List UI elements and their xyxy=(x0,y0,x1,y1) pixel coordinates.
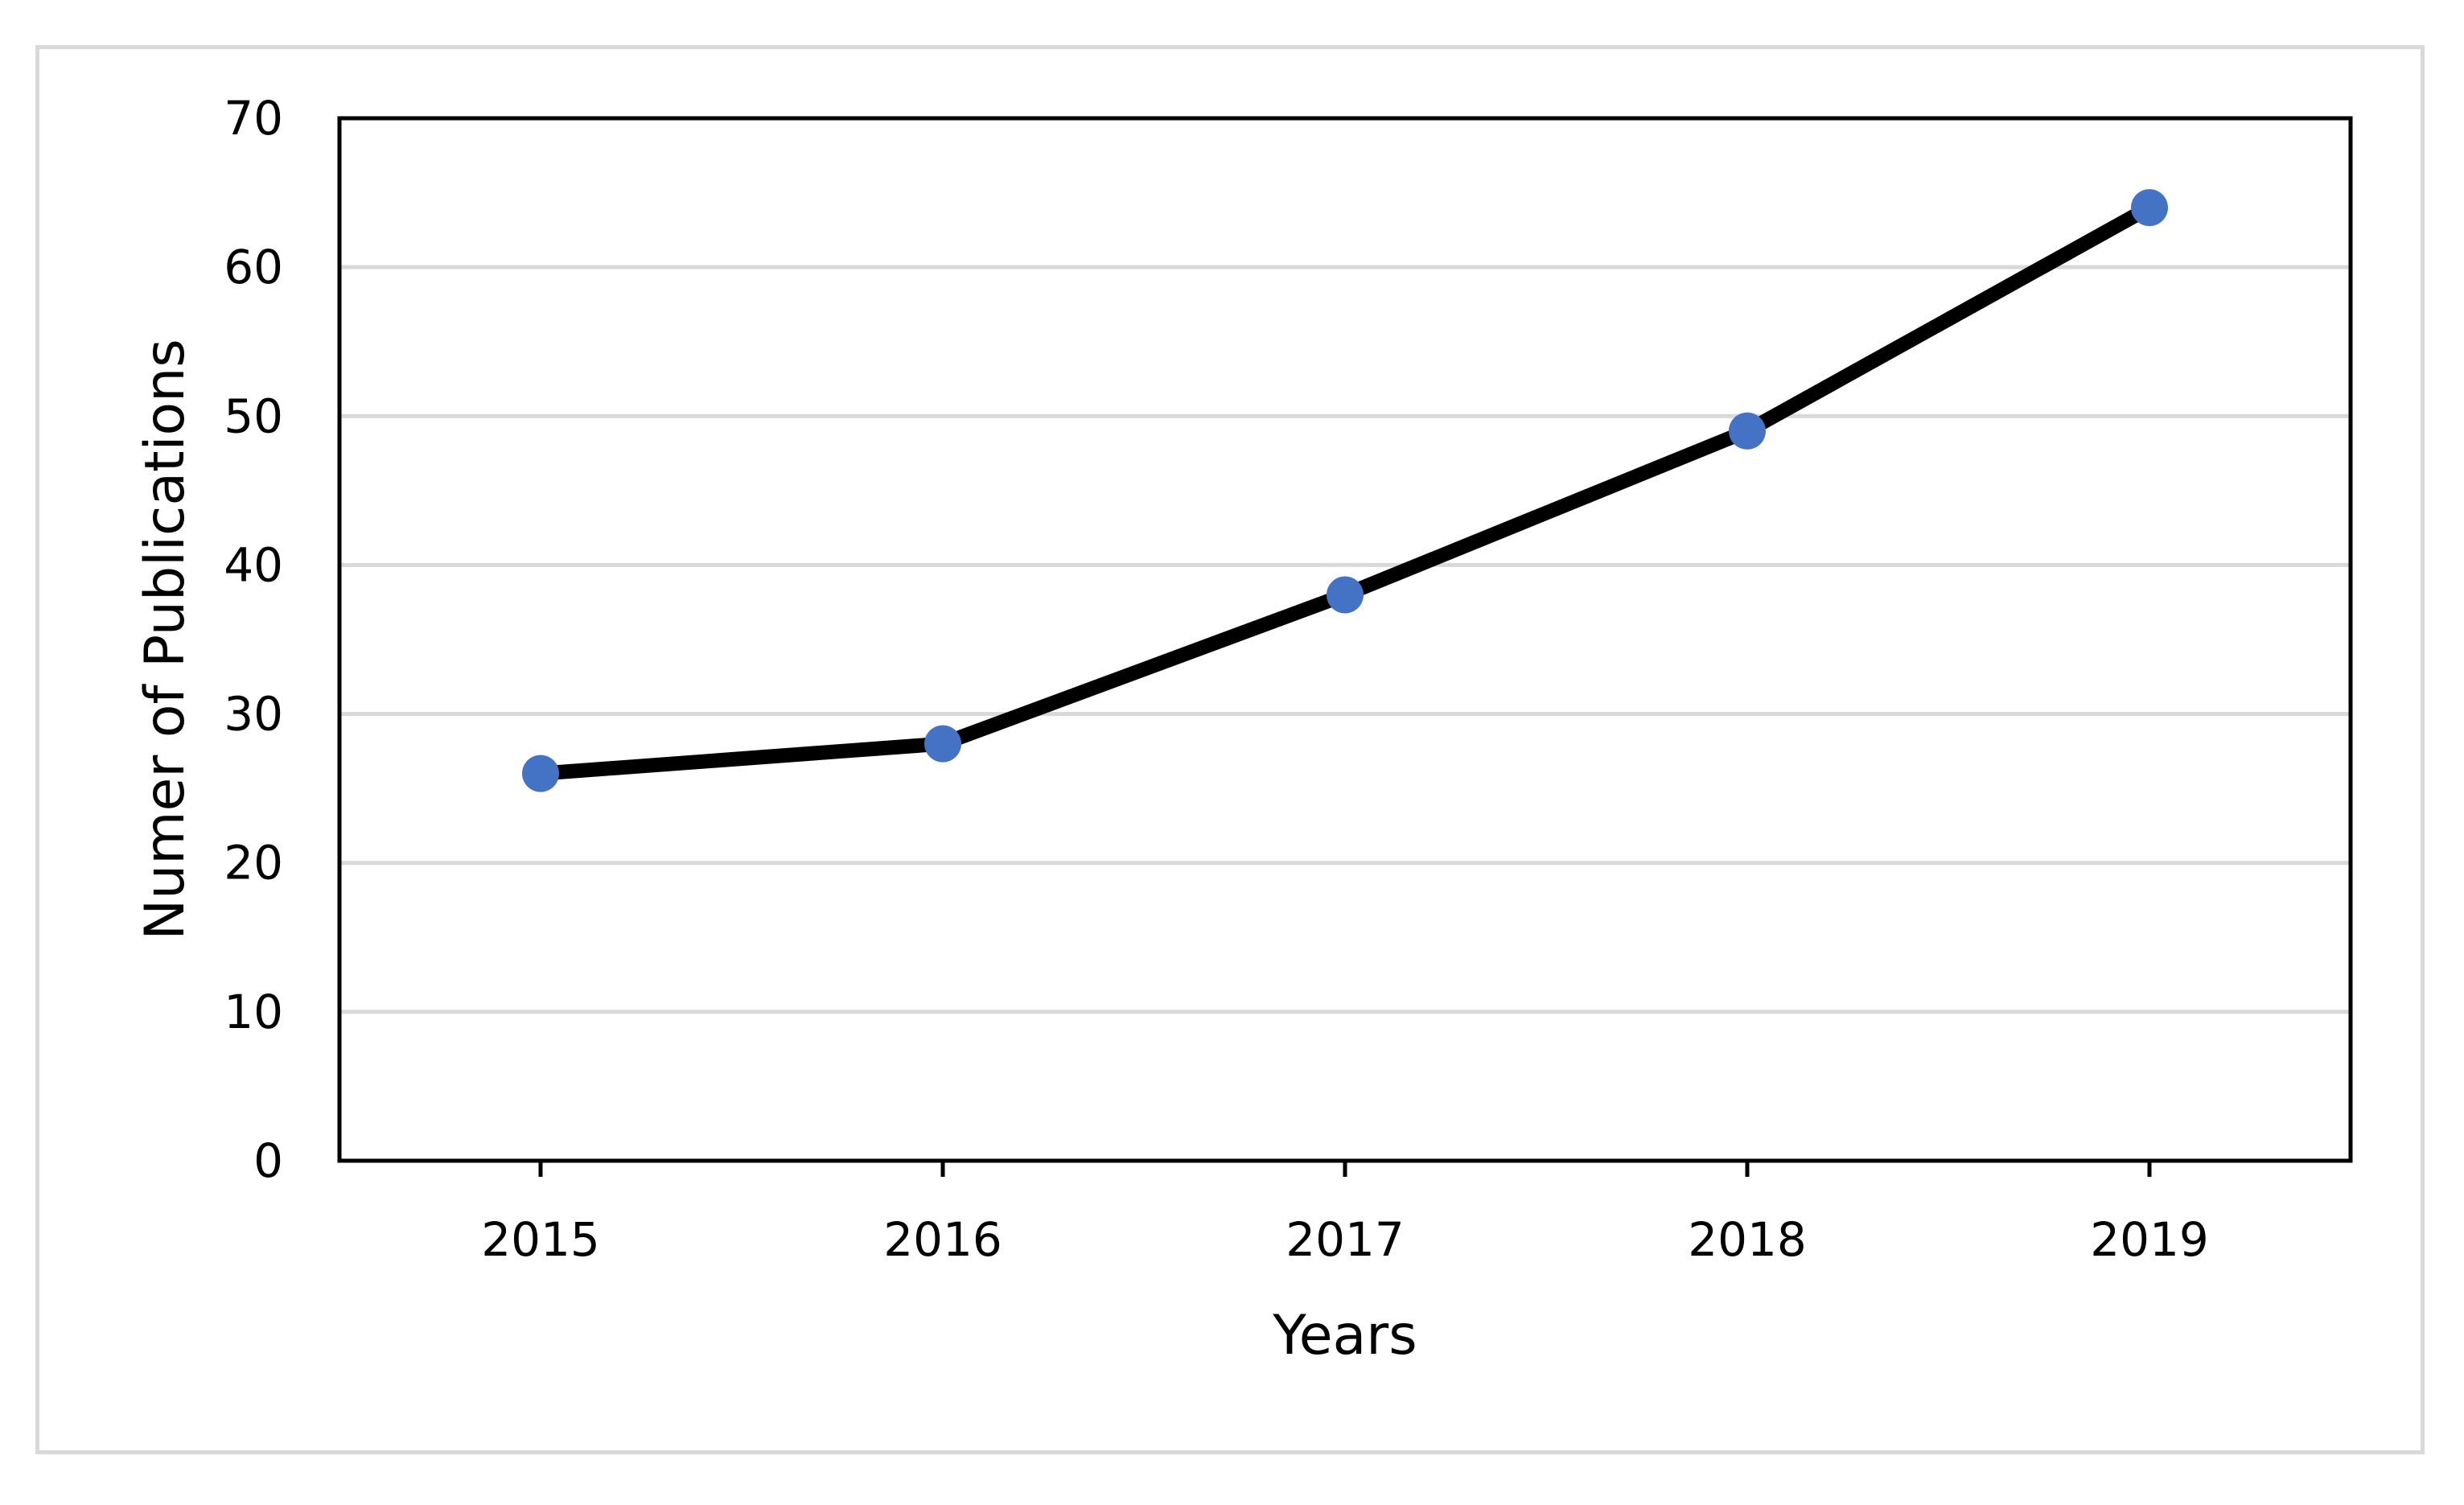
y-axis-tick-labels: 0 10 20 30 40 50 60 70 xyxy=(224,91,283,1188)
x-tick-label: 2018 xyxy=(1688,1212,1807,1267)
y-tick-label: 60 xyxy=(224,240,283,294)
data-point xyxy=(924,725,961,763)
y-axis-title: Numer of Publications xyxy=(134,339,197,940)
x-tick-label: 2017 xyxy=(1285,1212,1405,1267)
y-tick-label: 10 xyxy=(224,985,283,1039)
x-axis-tick-labels: 2015 2016 2017 2018 2019 xyxy=(481,1212,2209,1267)
series-line xyxy=(533,200,2157,781)
y-tick-label: 20 xyxy=(224,836,283,890)
y-tick-label: 50 xyxy=(224,389,283,443)
plot-area xyxy=(337,116,2353,1163)
series-layer xyxy=(522,189,2168,792)
gridlines xyxy=(339,265,2351,1014)
x-tick-label: 2016 xyxy=(883,1212,1002,1267)
data-point xyxy=(1327,576,1364,614)
y-tick-label: 30 xyxy=(224,687,283,742)
x-axis-title: Years xyxy=(1272,1304,1417,1367)
y-tick-label: 40 xyxy=(224,537,283,592)
data-point xyxy=(522,755,559,792)
y-tick-label: 0 xyxy=(253,1133,283,1188)
x-tick-label: 2015 xyxy=(481,1212,600,1267)
x-axis-ticks xyxy=(538,1161,2152,1177)
y-tick-label: 70 xyxy=(224,91,283,146)
data-point xyxy=(1729,412,1766,450)
data-point xyxy=(2131,189,2168,227)
x-tick-label: 2019 xyxy=(2090,1212,2209,1267)
